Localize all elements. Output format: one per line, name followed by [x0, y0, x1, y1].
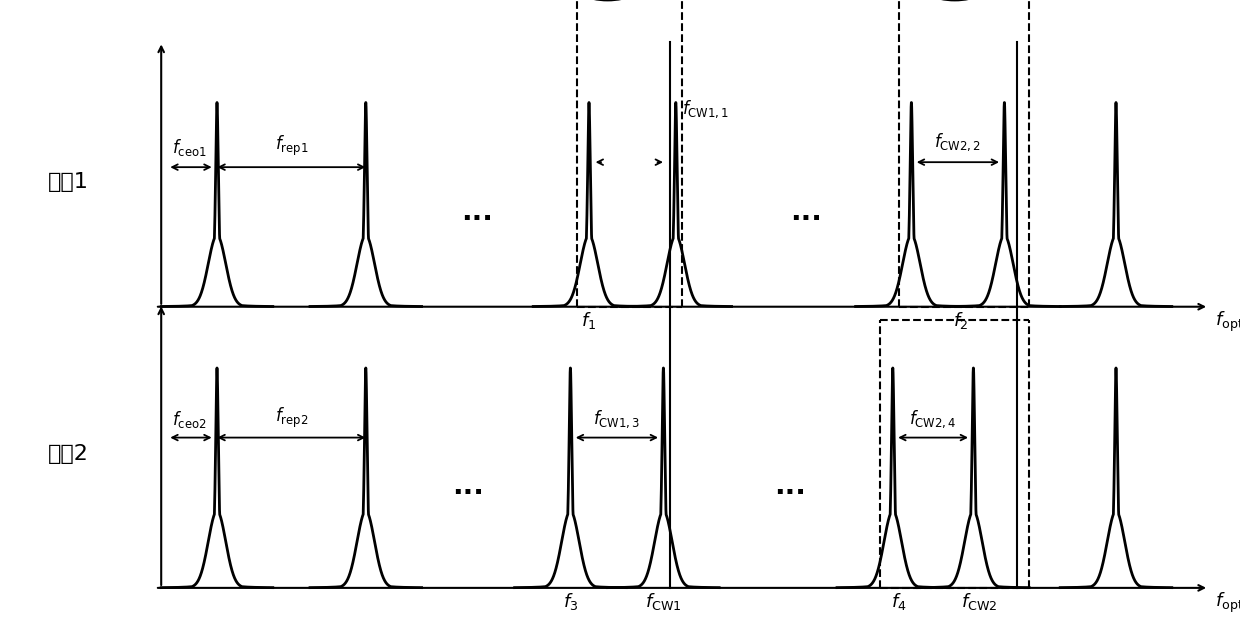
Text: $f_{\rm CW2,2}$: $f_{\rm CW2,2}$ — [935, 131, 981, 153]
Text: $f_{\rm rep2}$: $f_{\rm rep2}$ — [275, 406, 308, 430]
Text: $f_{\rm CW1,3}$: $f_{\rm CW1,3}$ — [593, 408, 641, 430]
Text: ...: ... — [461, 198, 494, 226]
Text: $f_{\rm CW2,4}$: $f_{\rm CW2,4}$ — [909, 408, 957, 430]
Text: $f_{\rm opt}$: $f_{\rm opt}$ — [1215, 310, 1240, 334]
Text: ...: ... — [790, 198, 822, 226]
Text: $f_2$: $f_2$ — [954, 310, 968, 331]
Text: $f_3$: $f_3$ — [563, 591, 578, 612]
Text: 光梳1: 光梳1 — [48, 172, 88, 192]
Text: 光梳2: 光梳2 — [48, 443, 88, 464]
Text: $f_{\rm CW1,1}$: $f_{\rm CW1,1}$ — [682, 98, 729, 120]
Text: $f_{\rm ceo1}$: $f_{\rm ceo1}$ — [171, 137, 207, 158]
Text: $f_{\rm opt}$: $f_{\rm opt}$ — [1215, 591, 1240, 615]
Text: $f_1$: $f_1$ — [582, 310, 596, 331]
Text: $f_{\rm CW2}$: $f_{\rm CW2}$ — [961, 591, 998, 612]
Text: $f_{\rm rep1}$: $f_{\rm rep1}$ — [274, 134, 309, 158]
Text: ...: ... — [453, 472, 484, 500]
Text: $f_4$: $f_4$ — [892, 591, 906, 612]
Text: $f_{\rm CW1}$: $f_{\rm CW1}$ — [645, 591, 682, 612]
Text: ...: ... — [775, 472, 806, 500]
Text: $f_{\rm ceo2}$: $f_{\rm ceo2}$ — [171, 409, 207, 430]
